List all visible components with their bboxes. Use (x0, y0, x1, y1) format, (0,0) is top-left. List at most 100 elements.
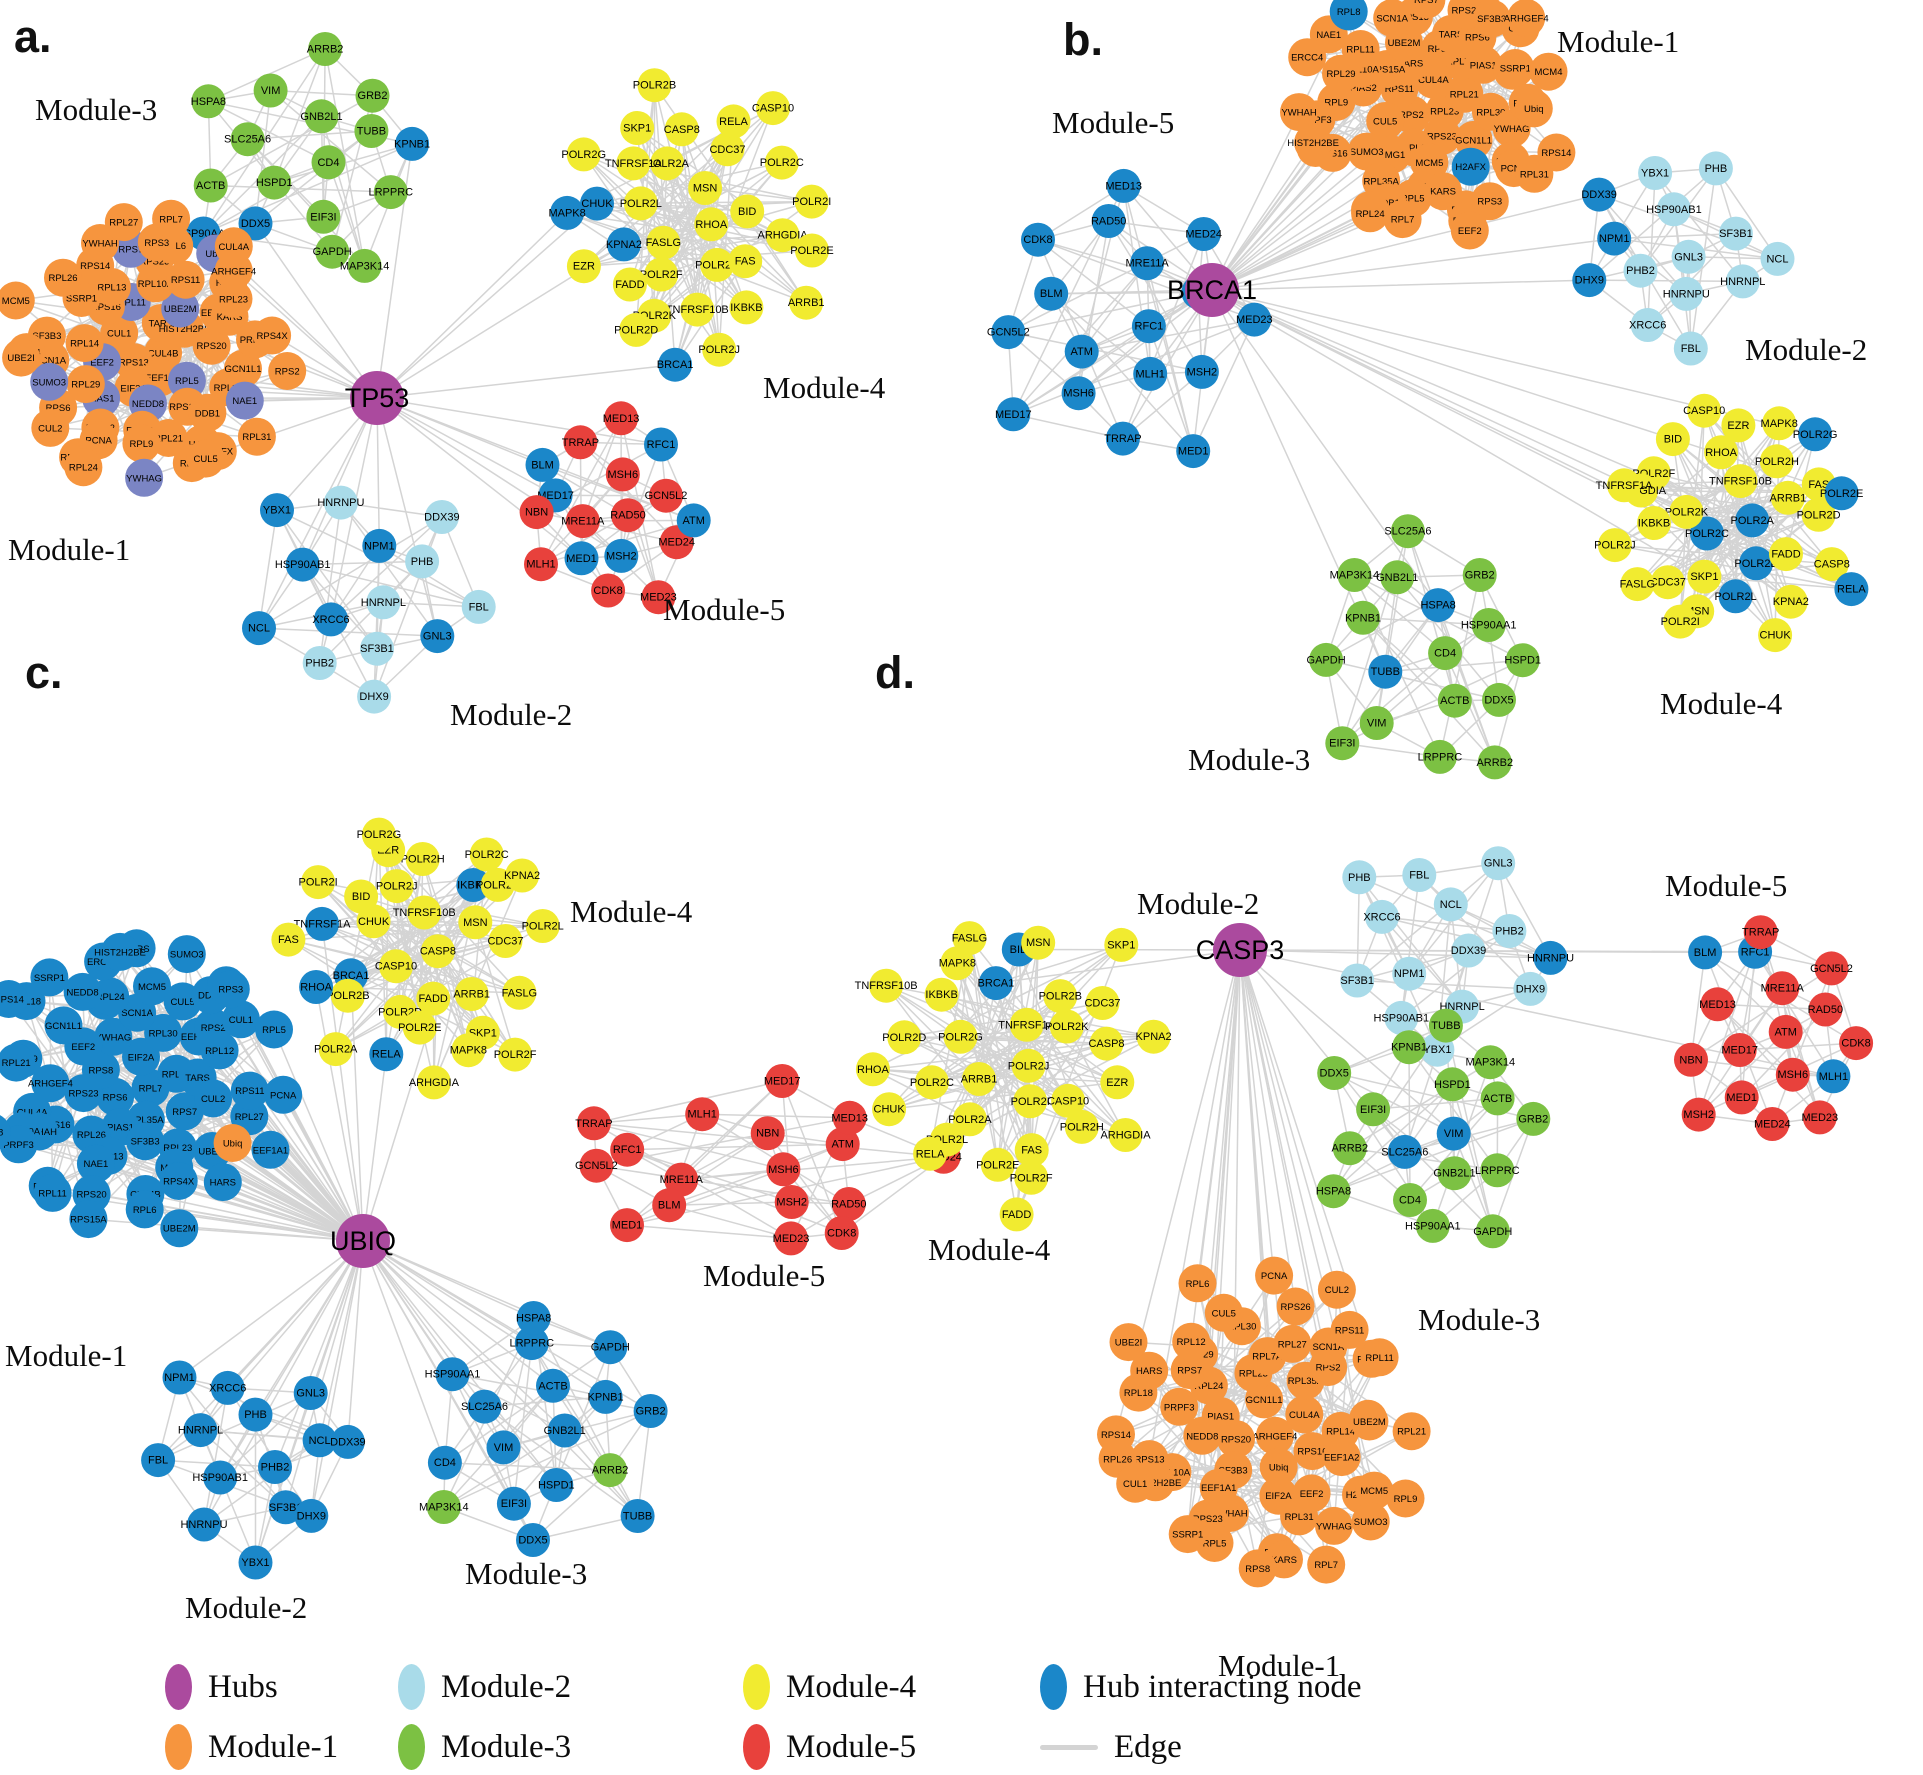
node-label-MED17: MED17 (995, 409, 1032, 421)
node-label-NPM1: NPM1 (1599, 233, 1630, 245)
hub-edge (376, 202, 598, 399)
node-label-FBL: FBL (1681, 343, 1701, 355)
node-CUL5 (1204, 1293, 1243, 1332)
edge (626, 1143, 844, 1151)
node-label-HIST2H2BE: HIST2H2BE (1287, 138, 1339, 149)
node-label-FAS: FAS (278, 934, 299, 946)
node-label-CDK8: CDK8 (593, 585, 622, 597)
node-label-CASP10: CASP10 (752, 103, 794, 115)
edge (1050, 292, 1194, 452)
node-CUL1 (221, 1000, 260, 1039)
node-CHUK (872, 1092, 907, 1127)
node-label-RPL14: RPL14 (70, 339, 99, 350)
hub-edge (362, 1240, 639, 1517)
node-label-ARRB2: ARRB2 (307, 44, 344, 56)
node-label-RPS23: RPS23 (1427, 132, 1457, 143)
node-GRB2 (1462, 558, 1497, 592)
node-label-MCM5: MCM5 (1360, 1486, 1388, 1497)
node-label-FBL: FBL (1409, 870, 1429, 882)
node-label-POLR2G: POLR2G (561, 149, 606, 161)
node-CASP8 (1089, 1026, 1124, 1061)
edge (766, 1132, 843, 1234)
node-label-KARS: KARS (1430, 187, 1456, 198)
node-GAPDH (593, 1330, 628, 1365)
node-CDK8 (824, 1216, 859, 1250)
node-label-DHX9: DHX9 (1516, 983, 1545, 995)
node-IKBKB (729, 290, 764, 325)
node-label-PIAS1: PIAS1 (88, 394, 115, 405)
node-label-CUL5: CUL5 (1373, 117, 1397, 128)
node-POLR2A (952, 1102, 987, 1137)
node-RPS14 (0, 980, 28, 1018)
node-FBL (461, 589, 496, 624)
node-label-MED17: MED17 (764, 1076, 801, 1088)
node-CDC37 (488, 924, 523, 958)
node-RPL27 (104, 203, 143, 242)
node-POLR2E (402, 1010, 437, 1045)
node-GRB2 (355, 78, 390, 113)
node-label-SF3B1: SF3B1 (1340, 975, 1374, 987)
edge (885, 984, 1127, 1136)
edge (1646, 172, 1656, 326)
node-label-RPS15A: RPS15A (1369, 65, 1406, 76)
node-ARRB2 (1332, 1131, 1367, 1166)
node-label-PHB2: PHB2 (261, 1462, 290, 1474)
node-label-RHOA: RHOA (300, 982, 332, 994)
node-MCM4 (1529, 52, 1568, 91)
node-TNFRSF10B (407, 895, 442, 930)
hub-edge (1211, 289, 1439, 606)
node-label-TNFRSF1A: TNFRSF1A (605, 158, 663, 170)
node-label-TRRAP: TRRAP (562, 437, 599, 449)
node-RHOA (694, 207, 729, 242)
node-label-CUL4A: CUL4A (1418, 75, 1449, 86)
node-label-FBL: FBL (148, 1455, 168, 1467)
node-label-KPNA2: KPNA2 (1773, 596, 1809, 608)
node-ARRB1 (1770, 480, 1805, 515)
node-label-SF3B1: SF3B1 (1719, 228, 1753, 240)
node-CD4 (1393, 1183, 1427, 1217)
node-XRCC6 (1630, 308, 1665, 342)
hub-edge (362, 1240, 554, 1387)
node-label-GAPDH: GAPDH (1473, 1226, 1512, 1238)
node-label-FADD: FADD (1002, 1209, 1031, 1221)
node-label-RPS11: RPS11 (1335, 1325, 1364, 1336)
node-POLR2I (301, 865, 336, 900)
node-label-TUBB: TUBB (1371, 666, 1400, 678)
node-label-POLR2E: POLR2E (790, 245, 833, 257)
node-label-MED17: MED17 (1721, 1045, 1758, 1057)
node-YBX1 (1638, 156, 1673, 190)
node-label-MED13: MED13 (1699, 999, 1736, 1011)
node-GCN5L2 (991, 315, 1026, 350)
node-CUL4A (214, 227, 253, 266)
node-ARRB2 (1477, 745, 1512, 780)
node-label-HSPA8: HSPA8 (191, 96, 226, 108)
label-d-module-2: Module-2 (1137, 886, 1259, 921)
node-label-SKP1: SKP1 (623, 123, 651, 135)
node-label-RPL7: RPL7 (139, 1084, 163, 1095)
node-label-HIST2H2BE: HIST2H2BE (94, 947, 146, 958)
edge (1588, 279, 1744, 283)
node-label-BRCA1: BRCA1 (978, 978, 1015, 990)
hub-edge (376, 397, 439, 637)
node-label-POLR2F: POLR2F (494, 1049, 537, 1061)
node-POLR2E (980, 1147, 1015, 1182)
node-label-RPL29: RPL29 (1326, 69, 1355, 80)
edge (327, 161, 366, 267)
node-PHB (238, 1397, 273, 1432)
node-label-FADD: FADD (419, 993, 448, 1005)
edge (1358, 876, 1463, 1008)
node-SKP1 (620, 111, 655, 145)
node-label-RPS7: RPS7 (172, 1107, 197, 1118)
node-label-SUMO3: SUMO3 (170, 950, 204, 961)
node-label-HNRNPL: HNRNPL (361, 597, 406, 609)
node-label-CUL1: CUL1 (229, 1015, 253, 1026)
node-label-MED1: MED1 (612, 1220, 643, 1232)
node-label-GAPDH: GAPDH (1307, 654, 1346, 666)
node-label-PHB2: PHB2 (1495, 926, 1524, 938)
label-c-module-3: Module-3 (465, 1556, 587, 1591)
node-ATM (1064, 334, 1099, 369)
node-CUL2 (194, 1079, 233, 1118)
node-TUBB (354, 114, 389, 148)
edge (1333, 1072, 1455, 1135)
node-label-FASLG: FASLG (1620, 579, 1655, 591)
